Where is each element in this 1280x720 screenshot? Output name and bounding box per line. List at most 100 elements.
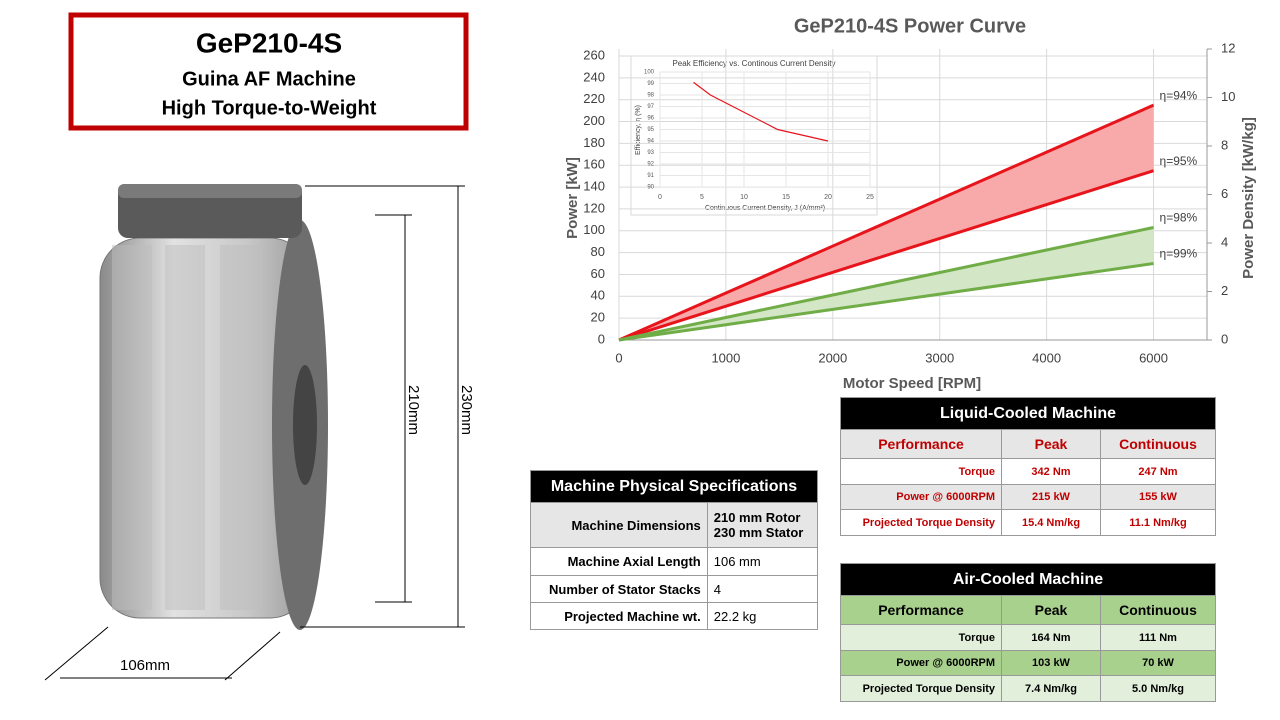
header-line: High Torque-to-Weight — [162, 97, 377, 119]
y-tick-label: 0 — [598, 331, 605, 346]
y2-tick-label: 4 — [1221, 234, 1228, 249]
chart-title: GeP210-4S Power Curve — [794, 15, 1026, 37]
table-title: Machine Physical Specifications — [530, 470, 818, 503]
table-cell: Torque — [839, 458, 1003, 485]
table-cell: 11.1 Nm/kg — [1099, 509, 1217, 536]
table-title: Air-Cooled Machine — [840, 563, 1216, 596]
y-tick-label: 80 — [591, 244, 605, 259]
inset-y-tick-label: 97 — [647, 104, 654, 110]
y-tick-label: 100 — [583, 222, 605, 237]
table-title-row: Liquid-Cooled Machine — [840, 397, 1216, 430]
table-header-cell: Continuous — [1099, 595, 1217, 625]
table-cell: Machine Axial Length — [530, 547, 708, 576]
table-row: Projected Machine wt. 22.2 kg — [530, 602, 819, 630]
table-row: Machine Axial Length 106 mm — [530, 547, 819, 576]
inset-x-tick-label: 20 — [824, 194, 832, 201]
dimension-lines — [44, 185, 465, 681]
table-row: Projected Torque Density 15.4 Nm/kg 11.1 N… — [839, 509, 1217, 536]
x-tick-label: 2000 — [818, 350, 847, 365]
table-cell: Projected Torque Density — [839, 509, 1003, 536]
header-box — [68, 12, 469, 131]
header-title: GeP210-4S — [196, 27, 342, 58]
y-tick-label: 20 — [591, 310, 605, 325]
table-row: Machine Dimensions 210 mm Rotor 230 mm Sta… — [530, 502, 819, 548]
table-cell: 22.2 kg — [706, 602, 819, 630]
series-label: η=98% — [1160, 211, 1198, 225]
y2-tick-label: 10 — [1221, 89, 1235, 104]
series-label: η=99% — [1160, 247, 1198, 261]
table-header-cell: Performance — [839, 595, 1003, 625]
table-header-cell: Performance — [839, 429, 1003, 459]
y-tick-label: 200 — [583, 113, 605, 128]
y2-tick-label: 8 — [1221, 137, 1228, 152]
table-header-cell: Peak — [1001, 595, 1101, 625]
x-tick-label: 1000 — [711, 350, 740, 365]
table-title-row: Air-Cooled Machine — [840, 563, 1216, 596]
table-title: Liquid-Cooled Machine — [840, 397, 1216, 430]
table-row: Projected Torque Density 7.4 Nm/kg 5.0 Nm/… — [839, 675, 1217, 702]
series-line — [618, 262, 1154, 342]
table-cell: 215 kW — [1001, 484, 1101, 510]
y-tick-label: 240 — [583, 69, 605, 84]
header-line: Guina AF Machine — [182, 68, 356, 90]
dimension-label: 106mm — [120, 657, 170, 674]
x-axis-label: Motor Speed [RPM] — [843, 375, 981, 392]
inset-y-tick-label: 99 — [647, 81, 654, 87]
inset-y-tick-label: 90 — [647, 185, 654, 191]
inset-y-tick-label: 95 — [647, 127, 654, 133]
y-tick-label: 160 — [583, 157, 605, 172]
y-tick-label: 60 — [591, 266, 605, 281]
inset-x-tick-label: 5 — [700, 194, 704, 201]
x-tick-label: 3000 — [925, 350, 954, 365]
table-cell: Power @ 6000RPM — [839, 650, 1003, 676]
inset-y-label: Efficiency, η (%) — [635, 105, 642, 155]
table-cell: 4 — [706, 575, 819, 603]
x-tick-label: 6000 — [1139, 350, 1168, 365]
inset-y-tick-label: 98 — [647, 93, 654, 99]
table: Liquid-Cooled Machine Performance Peak Cont… — [839, 397, 1217, 536]
inset-y-tick-label: 100 — [644, 70, 655, 76]
table-title-row: Machine Physical Specifications — [530, 470, 818, 503]
y2-axis-label: Power Density [kW/kg] — [1240, 117, 1257, 279]
inset-line — [693, 81, 829, 142]
table-cell: 164 Nm — [1001, 624, 1101, 651]
y2-tick-label: 6 — [1221, 186, 1228, 201]
table: Machine Physical Specifications Machine D… — [530, 470, 819, 630]
table-cell: Number of Stator Stacks — [530, 575, 708, 603]
table-cell: Projected Machine wt. — [530, 602, 708, 630]
series-line — [618, 169, 1155, 342]
y-axis-label: Power [kW] — [564, 157, 581, 239]
cell-line: 210 mm Rotor — [713, 510, 801, 525]
series-line — [618, 103, 1155, 342]
inset-y-tick-label: 93 — [647, 150, 654, 156]
inset-x-tick-label: 25 — [866, 194, 874, 201]
inset-x-tick-label: 10 — [740, 194, 748, 201]
dimension-label: 210mm — [405, 385, 422, 435]
series-line — [618, 226, 1154, 342]
cell-line: 230 mm Stator — [713, 525, 804, 540]
inset-y-tick-label: 92 — [647, 162, 654, 168]
dimension-label: 230mm — [458, 385, 475, 435]
table-cell: 70 kW — [1099, 650, 1217, 676]
table: Air-Cooled Machine Performance Peak Continu… — [839, 563, 1217, 702]
inset-x-tick-label: 0 — [658, 194, 662, 201]
table-cell: 111 Nm — [1099, 624, 1217, 651]
y2-tick-label: 0 — [1221, 331, 1228, 346]
table-cell: 7.4 Nm/kg — [1001, 675, 1101, 702]
table-row: Number of Stator Stacks 4 — [530, 575, 819, 603]
table-row: Torque 342 Nm 247 Nm — [839, 458, 1217, 485]
series-label: η=95% — [1160, 154, 1198, 168]
table-cell: Torque — [839, 624, 1003, 651]
y-tick-label: 120 — [583, 200, 605, 215]
table-cell: 247 Nm — [1099, 458, 1217, 485]
y-tick-label: 40 — [591, 288, 605, 303]
y-tick-label: 140 — [583, 179, 605, 194]
table-cell: 210 mm Rotor 230 mm Stator — [706, 502, 819, 548]
table-cell: 5.0 Nm/kg — [1099, 675, 1217, 702]
table-header-row: Performance Peak Continuous — [839, 595, 1217, 625]
inset-x-label: Continuous Current Density, J (A/mm²) — [705, 205, 825, 212]
inset-y-tick-label: 94 — [647, 139, 654, 145]
x-tick-label: 4000 — [1032, 350, 1061, 365]
